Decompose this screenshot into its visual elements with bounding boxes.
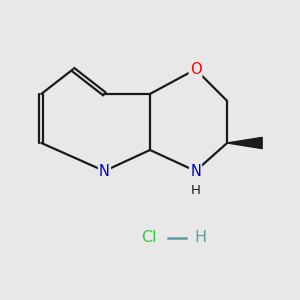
Polygon shape bbox=[227, 137, 262, 148]
Text: Cl: Cl bbox=[141, 230, 156, 245]
Text: N: N bbox=[99, 164, 110, 178]
Text: H: H bbox=[194, 230, 206, 245]
Text: H: H bbox=[190, 184, 200, 197]
Text: O: O bbox=[190, 62, 201, 77]
Text: N: N bbox=[190, 164, 201, 178]
